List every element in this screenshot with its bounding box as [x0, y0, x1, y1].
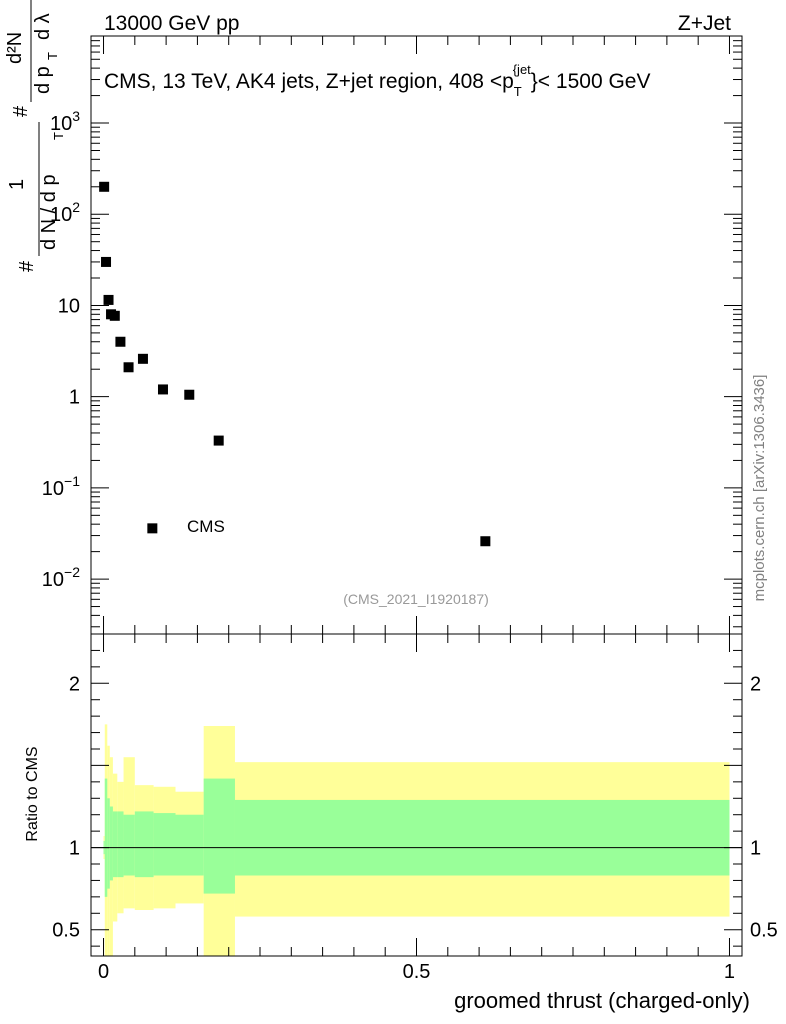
- stat-uncertainty-band: [134, 811, 154, 878]
- ylabel-dpT: d p: [32, 66, 54, 94]
- data-point: [184, 389, 195, 400]
- main-title-sub: T: [514, 84, 522, 99]
- stat-uncertainty-band: [123, 814, 135, 876]
- main-title: CMS, 13 TeV, AK4 jets, Z+jet region, 408…: [104, 62, 650, 99]
- ylabel-dlam: d λ: [32, 13, 54, 40]
- ylabel-den-left: d N / d p: [38, 174, 60, 250]
- data-point: [137, 353, 148, 364]
- ratio-y-axis-label: Ratio to CMS: [24, 746, 41, 841]
- ratio-axis-ticks: 0.5 0.5 1 1 2 2 0 0.5 1: [52, 634, 778, 983]
- stat-uncertainty-band: [109, 806, 113, 881]
- analysis-tag: (CMS_2021_I1920187): [343, 591, 489, 607]
- main-title-pre: CMS, 13 TeV, AK4 jets, Z+jet region, 408…: [104, 70, 514, 93]
- watermark: mcplots.cern.ch [arXiv:1306.3436]: [751, 375, 768, 602]
- ylabel-den-T: T: [51, 132, 66, 140]
- data-point: [480, 536, 491, 547]
- y-tick-label: 10−2: [42, 564, 80, 591]
- data-point: [109, 310, 120, 321]
- y-tick-label: 10: [58, 295, 80, 317]
- stat-uncertainty-band: [203, 778, 235, 894]
- ratio-y-tick-label-right: 1: [750, 838, 761, 860]
- x-tick-label: 0: [98, 961, 109, 983]
- ratio-y-tick-label-left: 2: [69, 673, 80, 695]
- main-panel: 10−2 10−1 1 10 102 103 CMS, 13 TeV, AK4 jets,…: [42, 35, 743, 635]
- ylabel-hash: #: [16, 260, 38, 272]
- data-point: [101, 256, 112, 267]
- ylabel-d2N: d²N: [4, 32, 26, 64]
- main-axis-ticks: 10−2 10−1 1 10 102 103: [42, 35, 742, 634]
- x-tick-label: 0.5: [403, 961, 431, 983]
- data-point: [103, 294, 114, 305]
- legend-marker: [147, 523, 158, 534]
- header-right: Z+Jet: [678, 12, 731, 35]
- data-points: [99, 181, 491, 547]
- main-title-post: }< 1500 GeV: [531, 70, 651, 93]
- stat-uncertainty-band: [153, 813, 176, 876]
- y-tick-label: 102: [50, 199, 80, 226]
- data-point: [213, 435, 224, 446]
- data-point: [157, 384, 168, 395]
- ratio-y-tick-label-left: 1: [69, 838, 80, 860]
- ratio-bands: [103, 724, 730, 956]
- data-point: [115, 336, 126, 347]
- ylabel-one: 1: [6, 179, 28, 190]
- stat-uncertainty-band: [117, 811, 124, 878]
- main-y-axis-label: # 1 d N / d p T # d²N d p T d λ: [4, 0, 66, 272]
- x-axis-label: groomed thrust (charged-only): [454, 988, 750, 1013]
- ratio-y-tick-label-right: 2: [750, 673, 761, 695]
- ratio-y-tick-label-left: 0.5: [52, 920, 80, 942]
- y-tick-label: 1: [69, 387, 80, 409]
- legend-label: CMS: [187, 517, 225, 536]
- stat-uncertainty-band: [112, 811, 118, 878]
- ratio-frame: [90, 633, 743, 957]
- stat-uncertainty-band: [104, 778, 108, 897]
- ratio-panel: 0.5 0.5 1 1 2 2 0 0.5 1: [52, 633, 778, 983]
- data-point: [99, 181, 110, 192]
- ylabel-hash2: #: [10, 105, 32, 117]
- header-left: 13000 GeV pp: [104, 12, 239, 35]
- y-tick-label: 10−1: [42, 473, 80, 500]
- ratio-y-tick-label-right: 0.5: [750, 920, 778, 942]
- y-tick-label: 103: [50, 108, 80, 135]
- main-title-sup: {jet: [513, 62, 531, 77]
- stat-uncertainty-band: [234, 799, 730, 876]
- x-tick-label: 1: [724, 961, 735, 983]
- stat-uncertainty-band: [175, 814, 204, 876]
- main-frame: [90, 35, 743, 635]
- stat-uncertainty-band: [107, 798, 110, 889]
- data-point: [123, 362, 134, 373]
- ylabel-dpT-T: T: [45, 52, 60, 60]
